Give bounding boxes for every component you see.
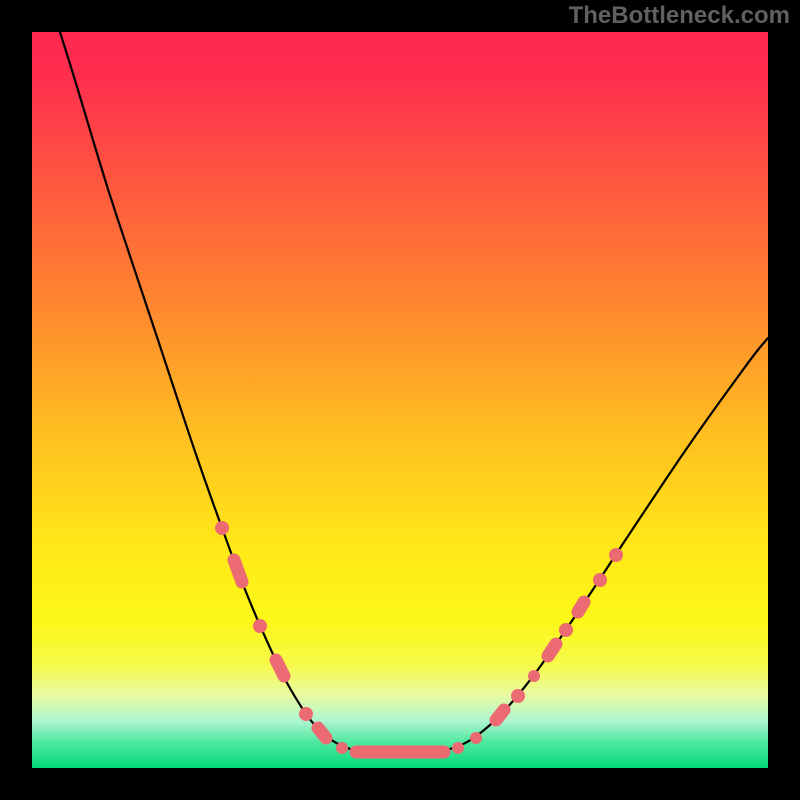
chart-container: TheBottleneck.com	[0, 0, 800, 800]
watermark-text: TheBottleneck.com	[569, 2, 790, 30]
bottleneck-chart	[0, 0, 800, 800]
